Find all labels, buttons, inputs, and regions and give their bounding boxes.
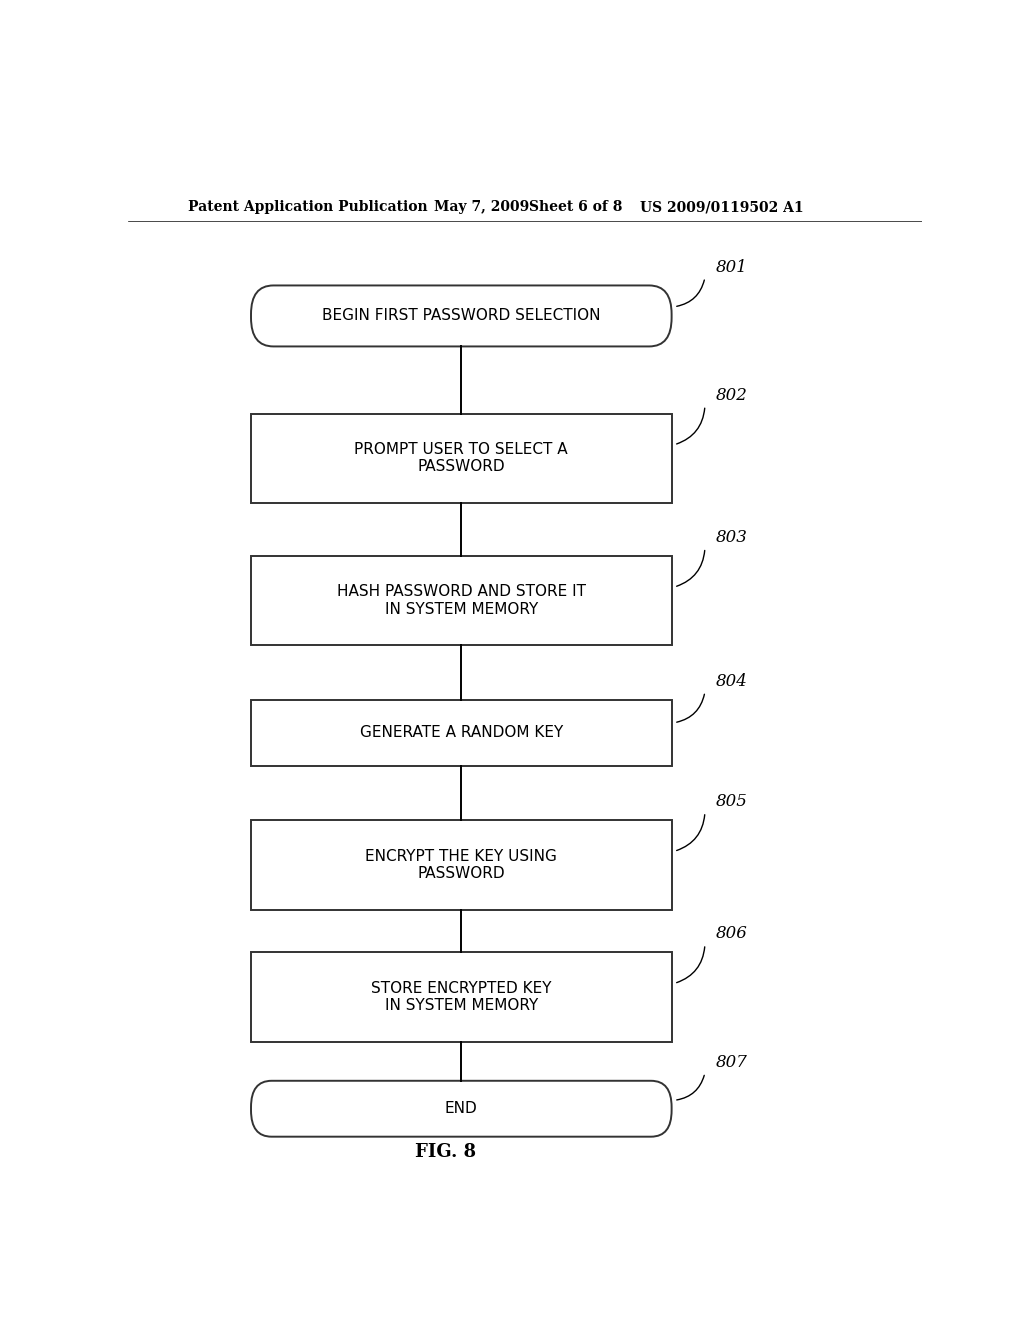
FancyBboxPatch shape: [251, 285, 672, 346]
Bar: [251, 556, 672, 645]
Text: FIG. 8: FIG. 8: [415, 1143, 476, 1162]
Text: Patent Application Publication: Patent Application Publication: [187, 201, 427, 214]
Bar: [251, 820, 672, 909]
Text: 805: 805: [716, 793, 748, 810]
Text: GENERATE A RANDOM KEY: GENERATE A RANDOM KEY: [359, 725, 563, 741]
Text: May 7, 2009: May 7, 2009: [433, 201, 528, 214]
Text: 806: 806: [716, 925, 748, 942]
Text: US 2009/0119502 A1: US 2009/0119502 A1: [640, 201, 804, 214]
Text: STORE ENCRYPTED KEY
IN SYSTEM MEMORY: STORE ENCRYPTED KEY IN SYSTEM MEMORY: [371, 981, 552, 1014]
Text: BEGIN FIRST PASSWORD SELECTION: BEGIN FIRST PASSWORD SELECTION: [323, 309, 600, 323]
Text: END: END: [445, 1101, 477, 1117]
Text: 803: 803: [716, 529, 748, 546]
Text: 807: 807: [716, 1053, 748, 1071]
Text: Sheet 6 of 8: Sheet 6 of 8: [528, 201, 623, 214]
FancyBboxPatch shape: [251, 1081, 672, 1137]
Text: HASH PASSWORD AND STORE IT
IN SYSTEM MEMORY: HASH PASSWORD AND STORE IT IN SYSTEM MEM…: [337, 585, 586, 616]
Bar: [251, 413, 672, 503]
Text: 801: 801: [716, 259, 748, 276]
Bar: [251, 952, 672, 1041]
Bar: [251, 700, 672, 766]
Text: 804: 804: [716, 673, 748, 690]
Text: ENCRYPT THE KEY USING
PASSWORD: ENCRYPT THE KEY USING PASSWORD: [366, 849, 557, 880]
Text: PROMPT USER TO SELECT A
PASSWORD: PROMPT USER TO SELECT A PASSWORD: [354, 442, 568, 474]
Text: 802: 802: [716, 387, 748, 404]
